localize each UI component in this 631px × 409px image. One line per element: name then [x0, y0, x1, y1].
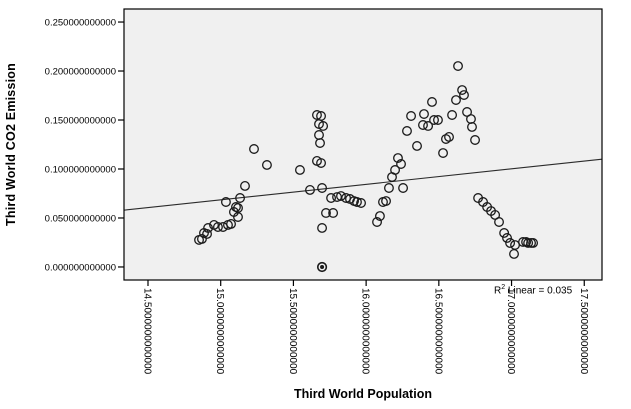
data-point: [438, 148, 449, 158]
data-point: [328, 208, 339, 218]
x-tick-label: 16.5000000000000: [432, 288, 443, 375]
data-point: [499, 228, 510, 238]
data-point: [423, 121, 434, 131]
data-point: [441, 134, 451, 144]
y-axis-title: Third World CO2 Emission: [4, 63, 18, 226]
data-point: [509, 248, 519, 259]
data-point: [235, 193, 245, 203]
data-point: [352, 197, 362, 207]
data-point: [381, 196, 391, 206]
r-squared-superscript: 2: [501, 284, 506, 291]
x-tick-label: 15.0000000000000: [214, 288, 225, 375]
data-point: [429, 115, 439, 125]
data-point: [326, 193, 337, 203]
data-point: [470, 135, 480, 145]
data-point: [390, 165, 401, 175]
data-point: [233, 212, 243, 222]
r-squared-annotation: R2 Linear = 0.035: [494, 284, 572, 296]
data-point: [505, 238, 516, 248]
data-point: [528, 238, 539, 248]
data-point: [433, 115, 443, 125]
data-point: [261, 160, 272, 170]
data-point: [444, 132, 454, 142]
data-point: [502, 233, 512, 243]
data-point: [467, 122, 477, 132]
data-point: [203, 223, 214, 233]
plot-area-border: [123, 8, 603, 281]
r-squared-prefix: R: [494, 285, 502, 297]
data-point: [212, 222, 223, 232]
data-point: [321, 208, 331, 218]
data-point: [240, 180, 250, 191]
y-tick-label: 0.200000000000: [45, 67, 116, 78]
data-point: [427, 97, 437, 107]
data-point: [457, 85, 468, 95]
data-point: [312, 110, 322, 120]
y-tick-label: 0.150000000000: [45, 116, 116, 127]
data-point: [318, 121, 329, 131]
data-point: [372, 217, 382, 227]
x-tick-label: 17.0000000000000: [505, 288, 516, 375]
data-point: [419, 109, 429, 119]
r-squared-value: Linear = 0.035: [505, 285, 573, 297]
data-point-emphasized: [316, 261, 328, 273]
data-point: [317, 183, 328, 193]
data-point: [459, 90, 469, 100]
data-point: [249, 144, 259, 154]
data-point: [412, 141, 422, 151]
linear-fit-line: [123, 158, 603, 211]
data-point: [406, 111, 417, 121]
data-point: [418, 120, 428, 130]
data-point: [451, 95, 461, 105]
data-point: [202, 229, 212, 239]
data-point: [393, 153, 403, 163]
data-point: [396, 159, 406, 169]
data-point: [374, 211, 385, 221]
data-point: [295, 165, 305, 175]
data-point: [315, 138, 325, 148]
data-point: [402, 126, 412, 136]
y-tick-label: 0.100000000000: [45, 164, 116, 175]
data-point: [398, 183, 409, 193]
data-point: [356, 198, 366, 208]
x-tick-label: 15.5000000000000: [287, 288, 298, 375]
y-tick-label: 0.250000000000: [45, 18, 116, 29]
data-point: [336, 191, 346, 201]
y-tick-label: 0.000000000000: [45, 262, 116, 273]
x-tick-label: 14.5000000000000: [141, 288, 152, 375]
data-point: [317, 223, 328, 233]
data-point: [523, 238, 534, 248]
data-point: [305, 185, 315, 195]
data-point: [453, 61, 463, 71]
data-point-emphasized-center: [320, 264, 325, 269]
data-point: [384, 183, 394, 193]
y-tick-label: 0.050000000000: [45, 213, 116, 224]
data-point: [220, 197, 231, 207]
data-point: [494, 217, 504, 227]
data-point: [316, 158, 326, 168]
data-point: [447, 110, 458, 120]
x-tick-label: 17.5000000000000: [578, 288, 589, 375]
x-tick-label: 16.0000000000000: [360, 288, 371, 375]
x-axis-title: Third World Population: [294, 387, 432, 401]
data-point: [226, 219, 236, 229]
data-point: [196, 233, 207, 244]
